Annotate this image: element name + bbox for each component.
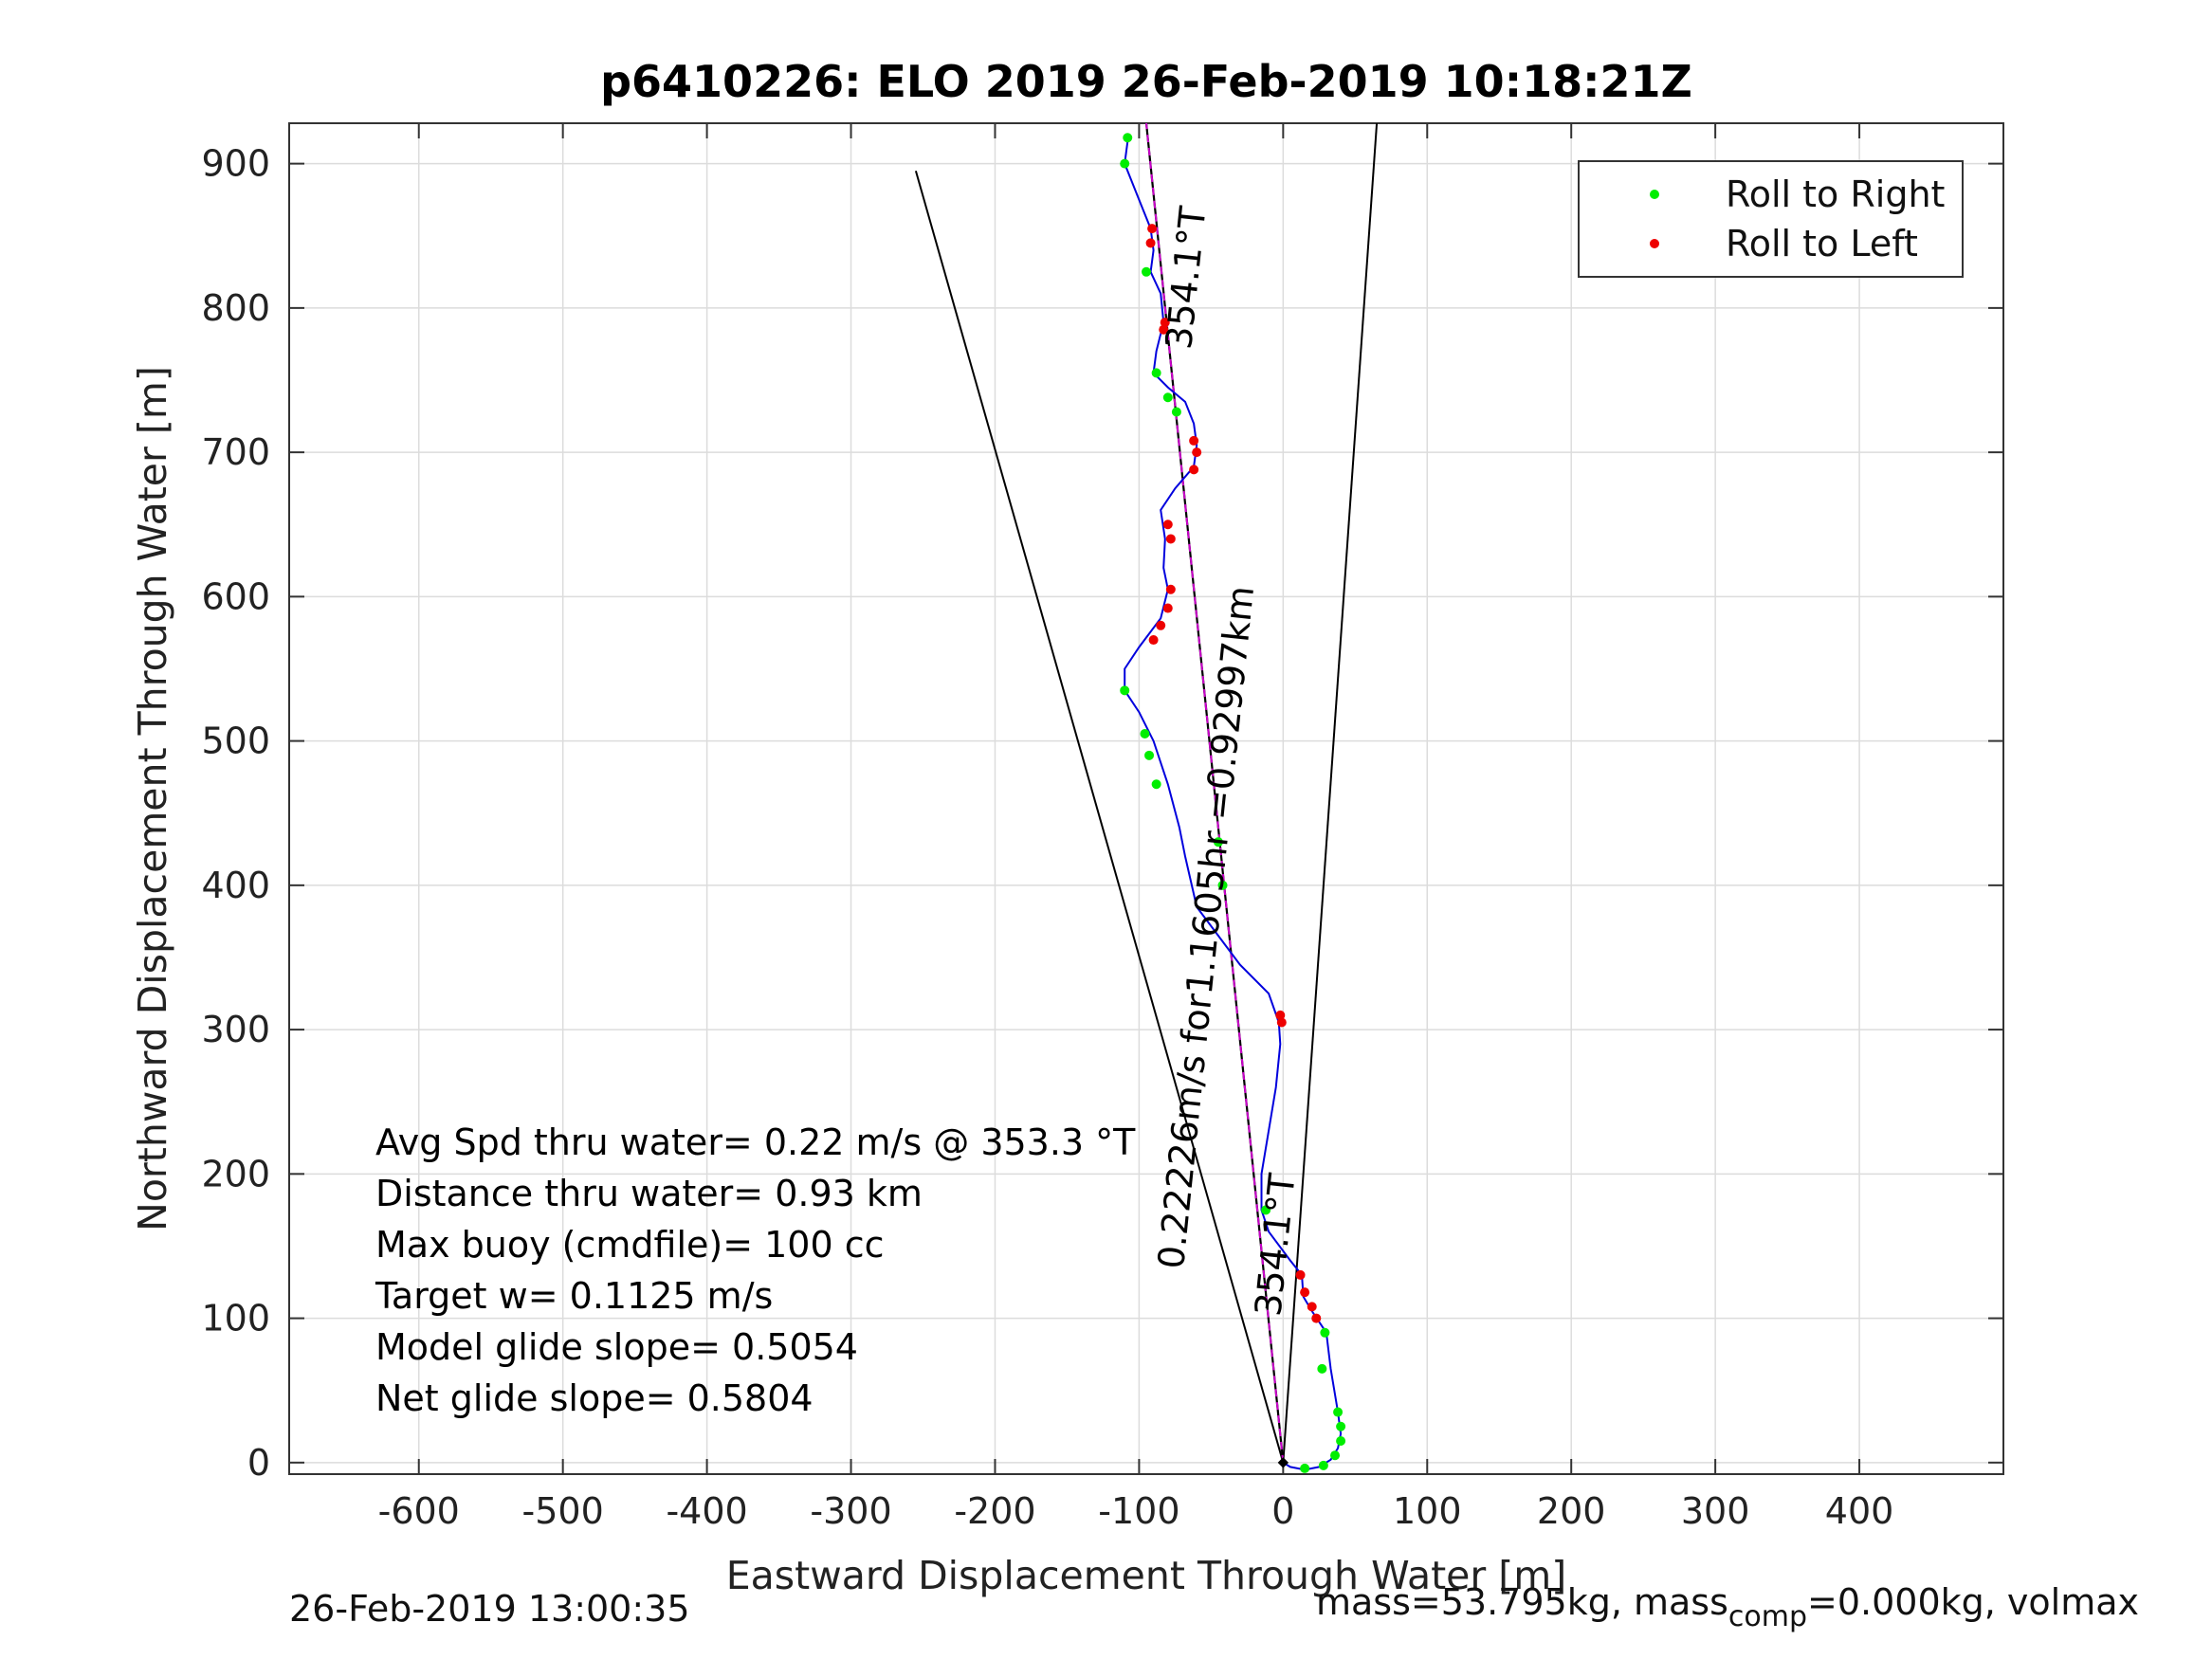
roll-left-point xyxy=(1295,1269,1306,1280)
stats-line: Avg Spd thru water= 0.22 m/s @ 353.3 °T xyxy=(375,1121,1136,1163)
x-tick-label: -600 xyxy=(378,1490,460,1532)
roll-left-point xyxy=(1300,1287,1310,1298)
roll-left-point xyxy=(1147,224,1158,234)
footer-timestamp: 26-Feb-2019 13:00:35 xyxy=(289,1588,690,1630)
roll-left-point xyxy=(1156,620,1166,630)
legend-label: Roll to Right xyxy=(1726,173,1945,215)
roll-right-point xyxy=(1330,1450,1341,1461)
chart-title: p6410226: ELO 2019 26-Feb-2019 10:18:21Z xyxy=(600,56,1692,107)
legend-label: Roll to Left xyxy=(1726,223,1918,264)
roll-right-point xyxy=(1123,133,1133,143)
x-tick-label: 0 xyxy=(1271,1490,1294,1532)
roll-left-point xyxy=(1189,435,1199,446)
footer-mass-info: mass=53.795kg, masscomp=0.000kg, volmax xyxy=(1316,1581,2139,1633)
roll-left-point xyxy=(1165,534,1176,544)
x-tick-label: 400 xyxy=(1825,1490,1894,1532)
roll-left-point xyxy=(1192,447,1202,458)
roll-left-point xyxy=(1145,238,1156,248)
roll-right-point xyxy=(1318,1460,1328,1470)
footer-mass-sub: comp xyxy=(1728,1600,1808,1633)
roll-right-point xyxy=(1317,1363,1327,1374)
x-tick-label: -300 xyxy=(810,1490,891,1532)
legend-box xyxy=(1578,160,1964,278)
roll-right-point xyxy=(1333,1407,1344,1417)
x-tick-label: -400 xyxy=(666,1490,747,1532)
y-tick-label: 300 xyxy=(201,1009,270,1050)
y-tick-label: 800 xyxy=(201,287,270,329)
legend-marker xyxy=(1650,239,1659,248)
roll-right-point xyxy=(1120,685,1130,696)
footer-mass-suffix: =0.000kg, volmax xyxy=(1807,1581,2140,1623)
roll-left-point xyxy=(1307,1302,1317,1312)
roll-right-point xyxy=(1320,1327,1330,1338)
y-tick-label: 200 xyxy=(201,1153,270,1194)
y-tick-label: 700 xyxy=(201,431,270,473)
y-tick-label: 900 xyxy=(201,143,270,185)
y-tick-label: 500 xyxy=(201,720,270,762)
roll-right-point xyxy=(1171,407,1181,417)
roll-left-point xyxy=(1148,635,1159,646)
roll-right-point xyxy=(1217,880,1228,890)
start-marker xyxy=(1277,1457,1289,1468)
roll-right-point xyxy=(1300,1463,1310,1473)
roll-left-point xyxy=(1160,318,1170,328)
x-tick-label: 200 xyxy=(1537,1490,1606,1532)
roll-left-point xyxy=(1276,1017,1287,1028)
y-tick-label: 100 xyxy=(201,1298,270,1340)
x-tick-label: -100 xyxy=(1098,1490,1179,1532)
roll-right-point xyxy=(1162,392,1173,403)
y-tick-label: 400 xyxy=(201,865,270,906)
legend-marker xyxy=(1650,190,1659,199)
stats-line: Max buoy (cmdfile)= 100 cc xyxy=(375,1224,885,1266)
x-tick-label: 100 xyxy=(1393,1490,1462,1532)
y-tick-label: 0 xyxy=(247,1442,270,1484)
roll-right-point xyxy=(1140,728,1150,738)
roll-right-point xyxy=(1144,750,1155,760)
roll-right-point xyxy=(1213,837,1223,848)
stats-line: Distance thru water= 0.93 km xyxy=(375,1173,923,1214)
roll-right-point xyxy=(1336,1421,1346,1431)
cone-line xyxy=(1282,123,1379,1463)
footer-mass-prefix: mass=53.795kg, mass xyxy=(1316,1581,1728,1623)
roll-left-point xyxy=(1162,520,1173,530)
roll-left-point xyxy=(1275,1010,1286,1020)
stats-line: Net glide slope= 0.5804 xyxy=(375,1377,814,1419)
roll-left-point xyxy=(1189,465,1199,475)
roll-right-point xyxy=(1120,158,1130,169)
roll-right-point xyxy=(1261,1205,1271,1215)
roll-left-point xyxy=(1165,584,1176,594)
roll-right-point xyxy=(1151,368,1161,378)
roll-left-point xyxy=(1159,324,1169,335)
roll-right-point xyxy=(1142,266,1151,277)
stats-line: Target w= 0.1125 m/s xyxy=(375,1275,773,1317)
y-axis-label: Northward Displacement Through Water [m] xyxy=(130,366,175,1231)
x-tick-label: 300 xyxy=(1681,1490,1750,1532)
x-tick-label: -200 xyxy=(954,1490,1035,1532)
x-tick-label: -500 xyxy=(522,1490,604,1532)
cone-line xyxy=(914,170,1285,1464)
roll-left-point xyxy=(1162,603,1173,613)
roll-right-point xyxy=(1151,779,1161,790)
roll-right-point xyxy=(1336,1435,1346,1446)
stats-line: Model glide slope= 0.5054 xyxy=(375,1326,858,1368)
plot-area xyxy=(289,123,2003,1474)
roll-left-point xyxy=(1311,1313,1322,1323)
heading-line-dashed xyxy=(1145,123,1285,1463)
x-axis-label: Eastward Displacement Through Water [m] xyxy=(726,1553,1566,1598)
y-tick-label: 600 xyxy=(201,575,270,617)
